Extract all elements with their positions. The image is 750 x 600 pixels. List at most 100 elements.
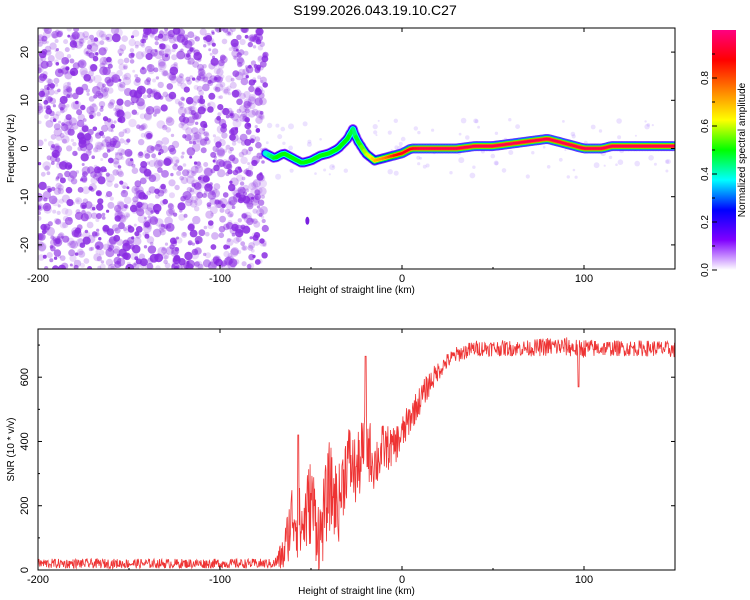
noise-speckle xyxy=(164,156,173,166)
noise-speckle xyxy=(258,155,263,160)
noise-speckle xyxy=(246,198,253,205)
noise-speckle xyxy=(210,57,219,66)
noise-speckle xyxy=(194,165,203,174)
noise-speckle xyxy=(83,74,91,82)
noise-speckle xyxy=(199,95,204,99)
noise-speckle xyxy=(44,45,52,53)
noise-speckle xyxy=(231,110,235,114)
noise-speckle xyxy=(97,265,102,269)
noise-speckle xyxy=(81,83,89,91)
noise-speckle xyxy=(76,109,83,116)
noise-speckle xyxy=(157,58,166,67)
noise-speckle xyxy=(246,217,254,226)
noise-speckle xyxy=(211,42,216,47)
noise-speckle xyxy=(248,253,255,261)
noise-speckle xyxy=(110,129,114,133)
noise-speckle xyxy=(188,140,193,145)
noise-speckle xyxy=(211,31,215,35)
noise-speckle xyxy=(99,263,106,269)
noise-speckle xyxy=(75,100,79,105)
noise-speckle xyxy=(47,188,52,193)
noise-speckle xyxy=(117,84,126,92)
noise-speckle xyxy=(203,137,207,141)
noise-speckle xyxy=(167,203,175,210)
noise-speckle xyxy=(239,169,243,173)
noise-speckle xyxy=(89,43,99,52)
noise-speckle xyxy=(181,231,188,238)
noise-speckle xyxy=(98,101,106,108)
noise-speckle xyxy=(242,195,252,204)
noise-speckle xyxy=(94,141,103,150)
noise-speckle xyxy=(52,209,57,214)
noise-speckle xyxy=(114,152,123,161)
noise-speckle xyxy=(79,144,88,152)
noise-speckle xyxy=(230,38,239,48)
noise-speckle xyxy=(161,43,167,50)
noise-speckle xyxy=(96,142,105,151)
noise-speckle xyxy=(191,170,197,176)
noise-speckle xyxy=(180,155,184,159)
noise-speckle xyxy=(69,254,77,262)
y-tick-label: 600 xyxy=(19,368,31,386)
noise-speckle xyxy=(153,67,159,73)
noise-speckle xyxy=(67,128,75,136)
noise-speckle xyxy=(198,71,207,80)
noise-speckle xyxy=(138,151,144,157)
noise-speckle xyxy=(55,134,63,141)
noise-speckle xyxy=(88,186,93,191)
noise-speckle xyxy=(94,171,102,178)
noise-speckle xyxy=(202,127,206,131)
faint-speckle xyxy=(449,171,453,175)
y-tick-label: 10 xyxy=(19,94,31,106)
noise-speckle xyxy=(62,84,71,93)
colorbar-tick-label: 0.4 xyxy=(700,167,711,181)
noise-speckle xyxy=(165,116,173,123)
noise-speckle xyxy=(227,169,233,175)
noise-speckle xyxy=(67,128,75,136)
noise-speckle xyxy=(97,198,104,205)
noise-speckle xyxy=(217,62,225,70)
noise-speckle xyxy=(106,79,114,87)
noise-speckle xyxy=(203,131,209,137)
noise-speckle xyxy=(93,147,99,153)
noise-speckle xyxy=(191,183,196,187)
noise-speckle xyxy=(59,95,68,104)
noise-speckle xyxy=(131,167,139,174)
snr-panel: -200 -100 0 100 0 200 400 600 Height of straig… xyxy=(6,328,676,597)
snr-y-ticks: 0 200 400 600 xyxy=(19,344,675,573)
noise-speckle xyxy=(163,255,168,260)
faint-speckle xyxy=(525,174,530,179)
x-tick-label: 100 xyxy=(575,574,593,586)
noise-speckle xyxy=(56,32,62,38)
noise-speckle xyxy=(248,146,254,152)
noise-speckle xyxy=(159,30,164,36)
noise-speckle xyxy=(118,222,125,230)
noise-speckle xyxy=(228,196,238,206)
noise-speckle xyxy=(225,255,234,265)
noise-speckle xyxy=(57,88,61,93)
noise-speckle xyxy=(249,36,256,42)
noise-speckle xyxy=(184,195,188,199)
noise-speckle xyxy=(165,117,175,126)
noise-speckle xyxy=(78,38,85,44)
noise-speckle xyxy=(215,256,220,261)
noise-speckle xyxy=(164,48,172,56)
noise-speckle xyxy=(49,116,56,123)
noise-speckle xyxy=(175,75,183,83)
noise-speckle xyxy=(110,28,120,35)
noise-speckle xyxy=(66,145,73,152)
noise-speckle xyxy=(223,88,229,94)
noise-speckle xyxy=(168,91,177,100)
noise-speckle xyxy=(139,67,147,75)
noise-speckle xyxy=(134,231,140,237)
noise-speckle xyxy=(66,94,71,99)
noise-speckle xyxy=(103,168,108,172)
noise-speckle xyxy=(146,145,155,154)
noise-speckle xyxy=(157,167,163,173)
faint-speckle xyxy=(593,162,600,169)
noise-speckle xyxy=(193,133,203,143)
noise-speckle xyxy=(243,91,251,99)
noise-speckle xyxy=(262,82,269,88)
noise-speckle xyxy=(54,90,59,95)
noise-speckle xyxy=(52,113,60,120)
